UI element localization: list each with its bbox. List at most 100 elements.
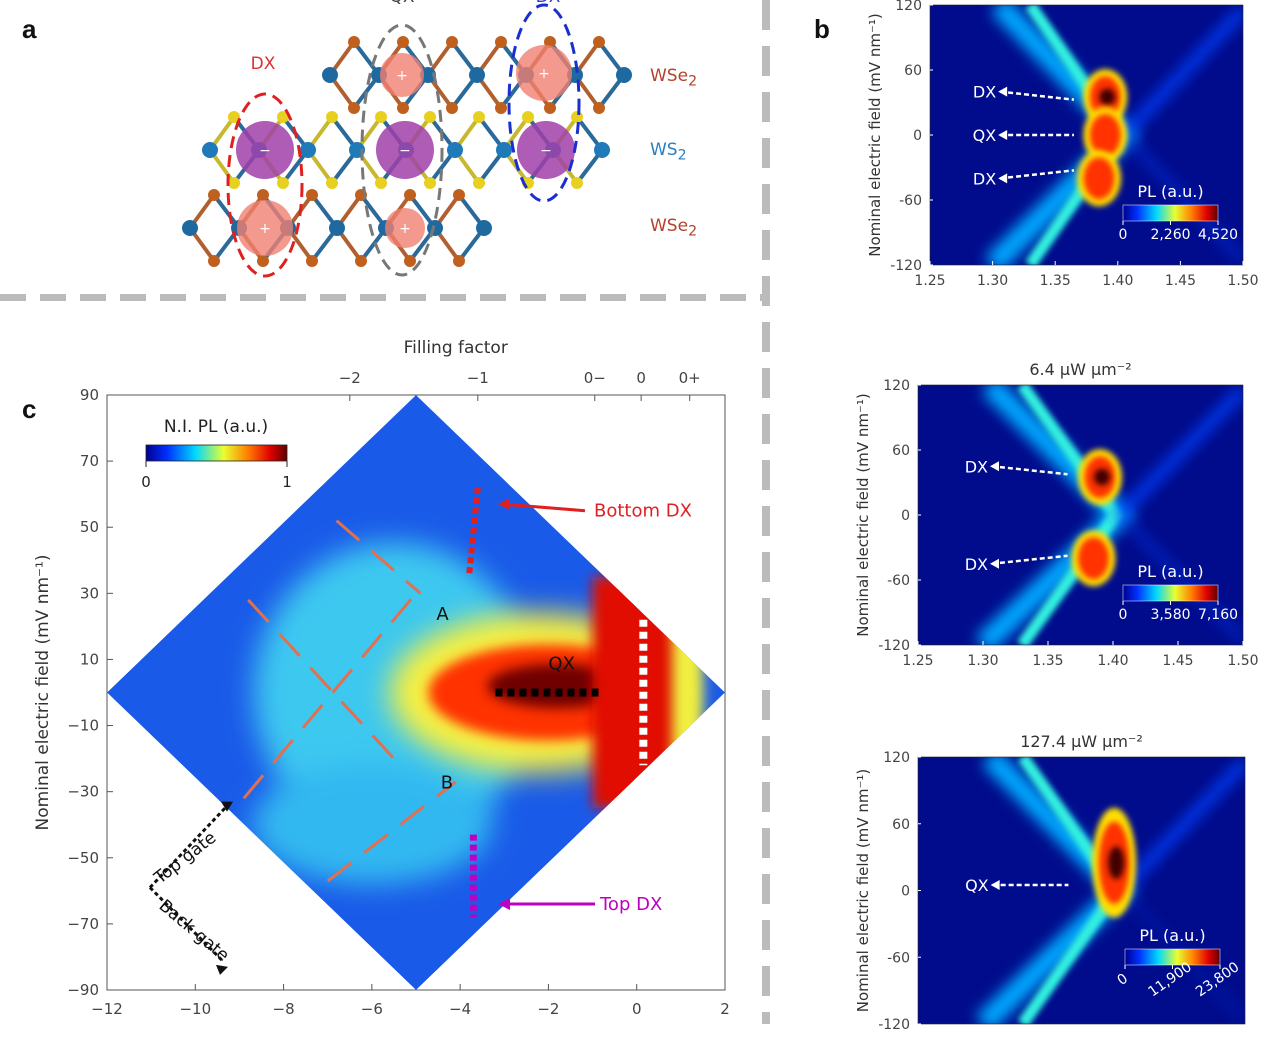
x-tick-label: 1.45 [1162, 653, 1193, 669]
emission-band-lower [1116, 512, 1243, 643]
emission-band-upper [1115, 386, 1243, 519]
chalcogen-atom [424, 111, 436, 123]
x-tick-label: 1.25 [902, 653, 933, 669]
hole-cloud [380, 53, 424, 97]
y-tick-label: −10 [67, 717, 99, 735]
y-tick-label: 120 [883, 378, 910, 394]
hole-charge: + [396, 68, 408, 84]
tungsten-atom [182, 220, 198, 236]
x-tick-label: −10 [179, 1000, 211, 1018]
tungsten-atom [476, 220, 492, 236]
back-gate-label: Back gate [155, 896, 233, 966]
annotation-arrow [991, 465, 1068, 476]
filling-factor-map: −12 −10 −8 −6 −4 −2 0 29070503010−10−30−50−70−9… [33, 338, 730, 1018]
hole-charge: + [538, 66, 550, 82]
bottom-dx-label: Bottom DX [594, 501, 692, 522]
chalcogen-atom [544, 102, 556, 114]
arrow-head [998, 173, 1008, 184]
chalcogen-atom [404, 189, 416, 201]
hole-charge: + [259, 221, 271, 237]
x-tick-label: 1.35 [1040, 273, 1071, 289]
dx-ellipse-bottom [226, 92, 304, 278]
chalcogen-atom [453, 255, 465, 267]
peak [1083, 157, 1115, 200]
colorbar-tick-label: 7,160 [1198, 607, 1238, 623]
tungsten-atom [496, 142, 512, 158]
guide-line [335, 519, 422, 595]
x-tick-label: 0 [632, 1000, 642, 1018]
arrow-head [498, 898, 510, 911]
peak-max [1094, 468, 1110, 486]
x-tick-label: 1.30 [977, 273, 1008, 289]
chalcogen-atom [571, 177, 583, 189]
top-x-tick-label: 0 [636, 369, 646, 387]
peak [1089, 114, 1121, 156]
plot-frame [106, 394, 726, 991]
chalcogen-atom [228, 111, 240, 123]
plot-background [918, 385, 1243, 645]
exciton-annotation: QX [973, 126, 997, 145]
arrow-head [998, 130, 1008, 140]
exciton-annotation: DX [965, 555, 988, 574]
top-dx-label: Top DX [599, 894, 662, 915]
electron-cloud [376, 121, 434, 179]
tungsten-atom [329, 220, 345, 236]
annotation-arrow [991, 554, 1068, 565]
x-tick-label: −2 [537, 1000, 559, 1018]
guide-line [326, 780, 457, 883]
bottom-dx-line [465, 487, 481, 578]
y-axis-label: Nominal electric field (mV nm⁻¹) [33, 555, 53, 831]
hole-cloud [385, 208, 425, 248]
tungsten-atom [616, 67, 632, 83]
x-tick-label: 1.25 [914, 273, 945, 289]
y-tick-label: 50 [80, 518, 99, 536]
chalcogen-atom [348, 36, 360, 48]
electron-cloud [236, 121, 294, 179]
top-x-tick-label: −1 [467, 369, 489, 387]
y-tick-label: −50 [67, 849, 99, 867]
heterostructure-diagram: + + + + − − − QX DX DX [182, 0, 632, 278]
guide-line [247, 598, 396, 760]
panel-divider-vertical [762, 0, 770, 1024]
colorbar [145, 444, 288, 462]
tungsten-atom [420, 67, 436, 83]
chalcogen-atom [453, 189, 465, 201]
top-gate-arrow [148, 803, 230, 889]
back-gate-arrow [148, 886, 224, 962]
exciton-annotation: DX [973, 169, 996, 188]
chalcogen-atom [473, 177, 485, 189]
x-tick-label: −4 [449, 1000, 471, 1018]
y-tick-label: 120 [895, 0, 922, 14]
colorbar-tick-label: 4,520 [1198, 227, 1238, 243]
bottom-dx-arrow [501, 502, 586, 513]
annotation-arrow [1000, 90, 1075, 101]
y-tick-label: 0 [913, 128, 922, 144]
layer-label-middle: WS2 [650, 140, 687, 164]
y-tick-label: -120 [890, 258, 922, 274]
colorbar [1124, 948, 1221, 966]
colorbar-label: N.I. PL (a.u.) [164, 417, 268, 437]
annotation-arrow [1000, 169, 1075, 180]
y-tick-label: −90 [67, 981, 99, 999]
colorbar-label: PL (a.u.) [1137, 562, 1203, 581]
dx-label-top: DX [536, 0, 561, 7]
chalcogen-atom [208, 255, 220, 267]
y-tick-label: -120 [878, 1017, 910, 1033]
chalcogen-atom [593, 102, 605, 114]
y-tick-label: -60 [887, 950, 910, 966]
chalcogen-atom [257, 189, 269, 201]
chalcogen-atom [446, 36, 458, 48]
top-x-axis-label: Filling factor [404, 338, 508, 358]
colorbar-tick-label: 2,260 [1150, 227, 1190, 243]
chalcogen-atom [397, 36, 409, 48]
chalcogen-atom [544, 36, 556, 48]
chalcogen-atom [355, 255, 367, 267]
colorbar-label: PL (a.u.) [1139, 926, 1205, 945]
colorbar [1122, 204, 1219, 222]
chalcogen-atom [277, 177, 289, 189]
chalcogen-atom [473, 111, 485, 123]
x-tick-label: 1.35 [1032, 653, 1063, 669]
emission-band-core [1017, 385, 1123, 645]
y-tick-label: -60 [899, 193, 922, 209]
